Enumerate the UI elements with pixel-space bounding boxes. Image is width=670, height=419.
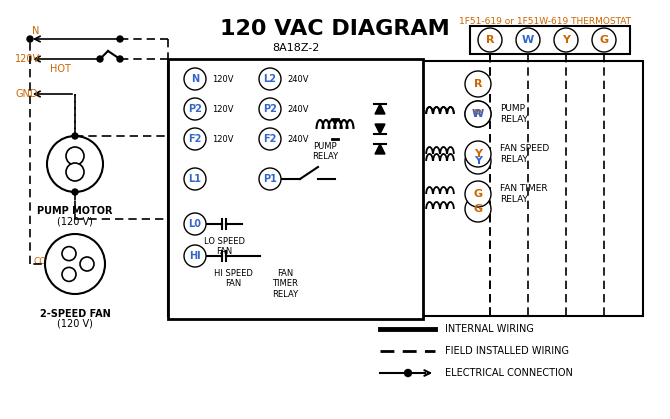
Circle shape [184,98,206,120]
Text: HI: HI [189,251,201,261]
Text: W: W [522,35,534,45]
Text: F2: F2 [263,134,277,144]
Circle shape [465,141,491,167]
Circle shape [465,196,491,222]
Text: G: G [600,35,608,45]
Text: R: R [474,109,482,119]
Circle shape [592,28,616,52]
Text: R: R [474,79,482,89]
Text: (120 V): (120 V) [57,319,93,329]
Text: COM: COM [34,258,55,266]
Text: N: N [191,74,199,84]
Text: P2: P2 [188,104,202,114]
Text: G: G [474,204,482,214]
Text: 240V: 240V [287,75,308,83]
Circle shape [66,163,84,181]
Text: 240V: 240V [287,134,308,143]
Text: 120V: 120V [212,75,234,83]
Polygon shape [375,124,385,134]
Text: Y: Y [474,149,482,159]
Circle shape [80,257,94,271]
Circle shape [465,101,491,127]
Circle shape [117,56,123,62]
Text: 120 VAC DIAGRAM: 120 VAC DIAGRAM [220,19,450,39]
Text: 2-SPEED FAN: 2-SPEED FAN [40,309,111,319]
Text: LO SPEED
FAN: LO SPEED FAN [204,237,245,256]
Circle shape [465,101,491,127]
Text: F2: F2 [188,134,202,144]
Circle shape [259,168,281,190]
Text: L0: L0 [188,219,202,229]
Circle shape [72,189,78,195]
Text: PUMP MOTOR: PUMP MOTOR [38,206,113,216]
Polygon shape [375,144,385,154]
Polygon shape [375,104,385,114]
Circle shape [184,168,206,190]
Circle shape [405,370,411,377]
Circle shape [45,234,105,294]
Circle shape [62,247,76,261]
Circle shape [47,136,103,192]
Text: PUMP
RELAY: PUMP RELAY [312,142,338,161]
Text: INTERNAL WIRING: INTERNAL WIRING [445,324,534,334]
Circle shape [516,28,540,52]
Circle shape [66,147,84,165]
Text: N: N [32,26,40,36]
Circle shape [97,56,103,62]
Text: PUMP
RELAY: PUMP RELAY [500,104,528,124]
Text: FIELD INSTALLED WIRING: FIELD INSTALLED WIRING [445,346,569,356]
Circle shape [62,267,76,282]
Text: G: G [474,189,482,199]
Text: LO: LO [64,251,74,256]
Circle shape [184,213,206,235]
Circle shape [478,28,502,52]
Circle shape [259,68,281,90]
Text: FAN
TIMER
RELAY: FAN TIMER RELAY [272,269,298,299]
Text: P2: P2 [263,104,277,114]
Text: 8A18Z-2: 8A18Z-2 [272,43,319,53]
Circle shape [27,36,33,42]
Circle shape [465,148,491,174]
Circle shape [184,68,206,90]
Text: 240V: 240V [287,104,308,114]
Text: 120V: 120V [212,134,234,143]
Text: Y: Y [562,35,570,45]
Circle shape [259,128,281,150]
Text: HOT: HOT [50,64,70,74]
Circle shape [117,36,123,42]
FancyBboxPatch shape [168,59,423,319]
Text: 120V: 120V [15,54,40,64]
Text: 1F51-619 or 1F51W-619 THERMOSTAT: 1F51-619 or 1F51W-619 THERMOSTAT [459,17,631,26]
Text: HI SPEED
FAN: HI SPEED FAN [214,269,253,288]
Circle shape [72,133,78,139]
Text: L2: L2 [263,74,277,84]
Circle shape [259,98,281,120]
Text: FAN TIMER
RELAY: FAN TIMER RELAY [500,184,547,204]
Circle shape [184,245,206,267]
FancyBboxPatch shape [423,61,643,316]
Text: L1: L1 [188,174,202,184]
Text: R: R [486,35,494,45]
Text: GND: GND [15,89,38,99]
Circle shape [184,128,206,150]
Text: Y: Y [474,156,482,166]
Text: (120 V): (120 V) [57,216,93,226]
Text: P1: P1 [263,174,277,184]
Circle shape [465,181,491,207]
FancyBboxPatch shape [470,26,630,54]
Text: FAN SPEED
RELAY: FAN SPEED RELAY [500,144,549,164]
Text: W: W [472,109,484,119]
Text: 120V: 120V [212,104,234,114]
Circle shape [554,28,578,52]
Text: ELECTRICAL CONNECTION: ELECTRICAL CONNECTION [445,368,573,378]
Text: HI: HI [83,261,91,267]
Circle shape [465,71,491,97]
